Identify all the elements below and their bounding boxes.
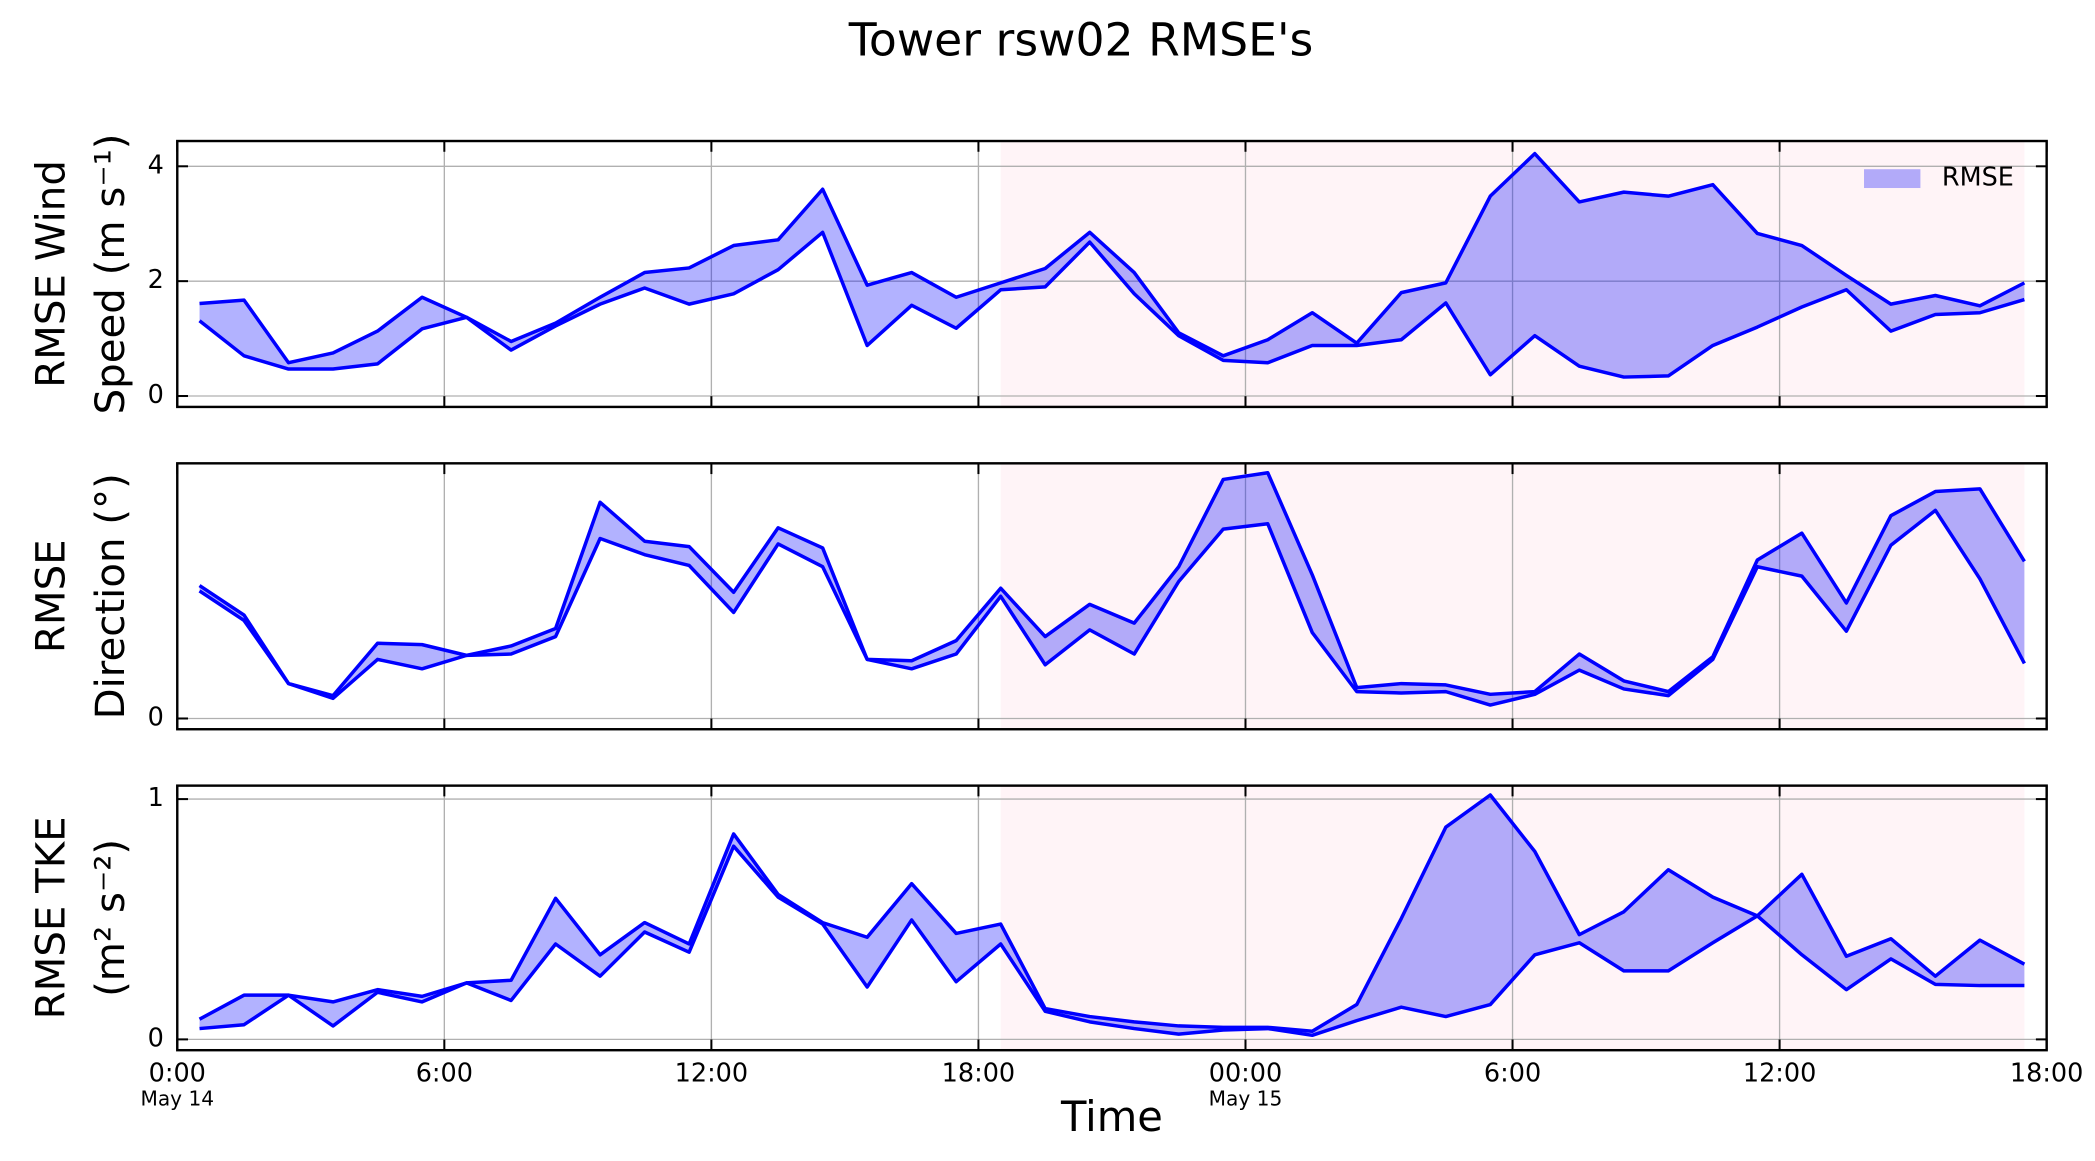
- lower-line: [198, 230, 2025, 379]
- y-axis-label: RMSE TKE: [29, 816, 75, 1019]
- y-axis-label: RMSE: [29, 539, 75, 653]
- axes-frame: [176, 462, 2048, 731]
- x-axis-label: Time: [1060, 1092, 1163, 1141]
- lower-line: [199, 844, 2025, 1038]
- lower-line: [198, 508, 2026, 707]
- figure-title: Tower rsw02 RMSE's: [848, 13, 1314, 66]
- upper-line: [198, 793, 2026, 1033]
- legend-label: RMSE: [1942, 163, 2014, 193]
- y-tick-label: 1: [148, 783, 164, 813]
- x-tick-label: 12:00: [675, 1058, 749, 1088]
- legend-swatch: [1864, 169, 1921, 189]
- x-tick-label: 0:00: [149, 1058, 206, 1088]
- range-fill: [199, 795, 2025, 1036]
- y-tick-label: 0: [148, 702, 164, 732]
- x-tick-label: 6:00: [1484, 1058, 1541, 1088]
- x-tick-label: 12:00: [1743, 1058, 1817, 1088]
- x-tick-label: 18:00: [942, 1058, 1015, 1088]
- y-tick-label: 0: [148, 380, 164, 410]
- axes-frame: [176, 784, 2048, 1052]
- x-tick-label: 00:00: [1209, 1058, 1282, 1088]
- upper-line: [199, 151, 2026, 365]
- y-tick-label: 2: [148, 265, 164, 295]
- x-tick-label: 18:00: [2010, 1058, 2084, 1088]
- y-axis-label: Direction (°): [88, 473, 134, 719]
- x-tick-label: 6:00: [416, 1058, 473, 1088]
- y-axis-label: (m² s⁻²): [88, 839, 134, 997]
- x-tick-sublabel: May 14: [140, 1086, 214, 1110]
- y-tick-label: 4: [148, 150, 164, 180]
- y-axis-label: RMSE Wind: [29, 160, 75, 388]
- axes-frame: [176, 139, 2048, 409]
- y-axis-label: Speed (m s⁻¹): [88, 134, 134, 415]
- y-tick-label: 0: [148, 1023, 164, 1053]
- x-tick-sublabel: May 15: [1209, 1086, 1283, 1110]
